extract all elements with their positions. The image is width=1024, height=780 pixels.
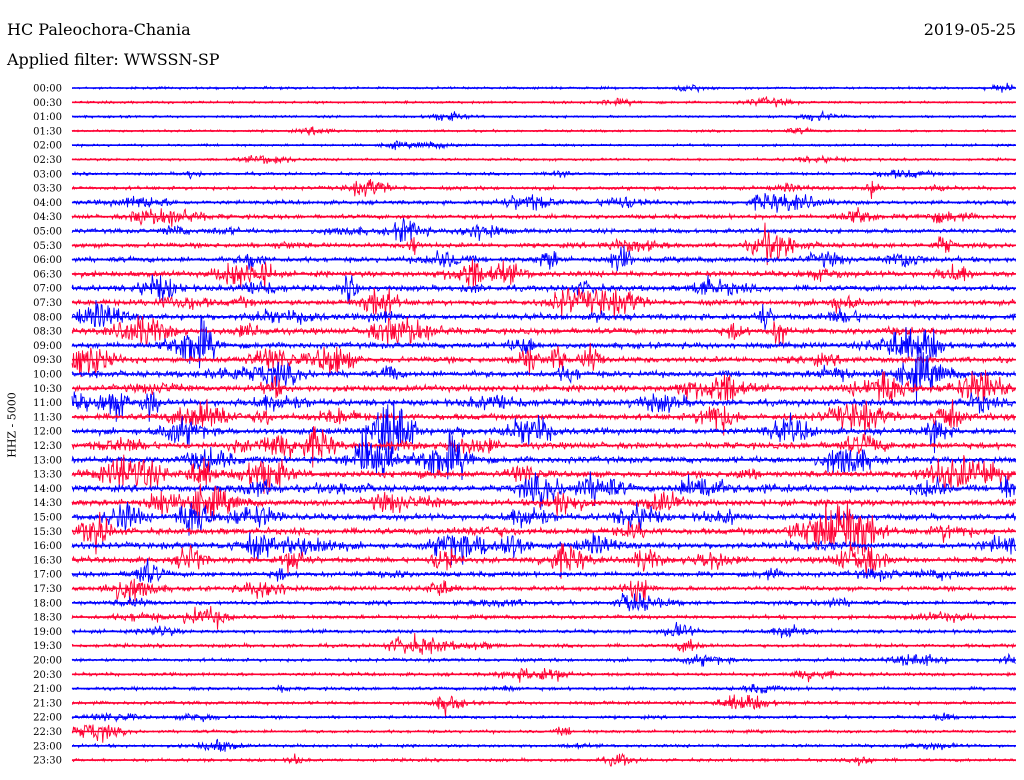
trace-row-15:00	[71, 502, 1016, 536]
trace-row-20:30	[71, 667, 1016, 683]
seismic-traces	[71, 82, 1016, 767]
time-label: 15:30	[33, 527, 62, 538]
trace-row-04:30	[71, 207, 1016, 227]
trace-row-17:30	[71, 578, 1016, 605]
time-label: 23:30	[33, 756, 62, 767]
trace-row-19:00	[71, 621, 1016, 639]
time-label: 06:00	[33, 255, 62, 266]
trace-row-05:00	[71, 218, 1016, 243]
trace-row-12:30	[71, 426, 1016, 468]
time-label: 10:30	[33, 384, 62, 395]
time-label: 01:30	[33, 126, 62, 137]
time-label: 11:00	[33, 398, 62, 409]
time-label: 20:30	[33, 670, 62, 681]
trace-row-06:00	[71, 245, 1016, 272]
time-label: 17:00	[33, 570, 62, 581]
time-label: 06:30	[33, 269, 62, 280]
time-label: 13:30	[33, 470, 62, 481]
station-title: HC Paleochora-Chania	[7, 20, 191, 39]
time-label: 02:00	[33, 141, 62, 152]
time-label: 19:00	[33, 627, 62, 638]
trace-row-22:30	[71, 724, 1016, 743]
time-label: 01:00	[33, 112, 62, 123]
time-label: 19:30	[33, 641, 62, 652]
time-label: 10:00	[33, 370, 62, 381]
time-label: 16:30	[33, 555, 62, 566]
time-label: 04:00	[33, 198, 62, 209]
time-label: 03:30	[33, 184, 62, 195]
time-label: 00:00	[33, 84, 62, 95]
time-label: 09:30	[33, 355, 62, 366]
time-label: 08:30	[33, 327, 62, 338]
trace-row-06:30	[71, 258, 1016, 291]
trace-row-21:30	[71, 694, 1016, 717]
time-label: 05:00	[33, 227, 62, 238]
time-label: 20:00	[33, 656, 62, 667]
trace-row-12:00	[71, 399, 1016, 467]
time-label: 03:00	[33, 169, 62, 180]
trace-row-07:30	[71, 287, 1016, 320]
time-label: 17:30	[33, 584, 62, 595]
time-label: 18:30	[33, 613, 62, 624]
trace-row-03:30	[71, 179, 1016, 200]
time-label: 16:00	[33, 541, 62, 552]
time-label: 22:00	[33, 713, 62, 724]
time-label: 11:30	[33, 412, 62, 423]
time-label: 04:30	[33, 212, 62, 223]
time-label: 22:30	[33, 727, 62, 738]
trace-row-09:30	[71, 342, 1016, 378]
time-label: 14:30	[33, 498, 62, 509]
date-label: 2019-05-25	[923, 20, 1016, 39]
time-label: 00:30	[33, 98, 62, 109]
time-label: 07:00	[33, 284, 62, 295]
time-label: 12:30	[33, 441, 62, 452]
time-label: 23:00	[33, 741, 62, 752]
trace-row-16:30	[71, 543, 1016, 579]
trace-row-08:30	[71, 315, 1016, 347]
time-label: 08:00	[33, 312, 62, 323]
time-label: 07:30	[33, 298, 62, 309]
time-label: 02:30	[33, 155, 62, 166]
trace-row-16:00	[71, 532, 1016, 566]
time-label: 14:00	[33, 484, 62, 495]
trace-row-19:30	[71, 633, 1016, 655]
time-label: 21:30	[33, 698, 62, 709]
time-label: 12:00	[33, 427, 62, 438]
time-label: 18:00	[33, 598, 62, 609]
trace-row-07:00	[71, 274, 1016, 305]
time-label: 09:00	[33, 341, 62, 352]
filter-label: Applied filter: WWSSN-SP	[7, 50, 220, 69]
time-label: 05:30	[33, 241, 62, 252]
time-label: 21:00	[33, 684, 62, 695]
time-label: 15:00	[33, 513, 62, 524]
trace-row-08:00	[71, 300, 1016, 331]
time-label: 13:00	[33, 455, 62, 466]
time-axis-labels: 00:00 00:30 01:00 01:30 02:00 02:30 03:00 03:30…	[33, 84, 62, 767]
